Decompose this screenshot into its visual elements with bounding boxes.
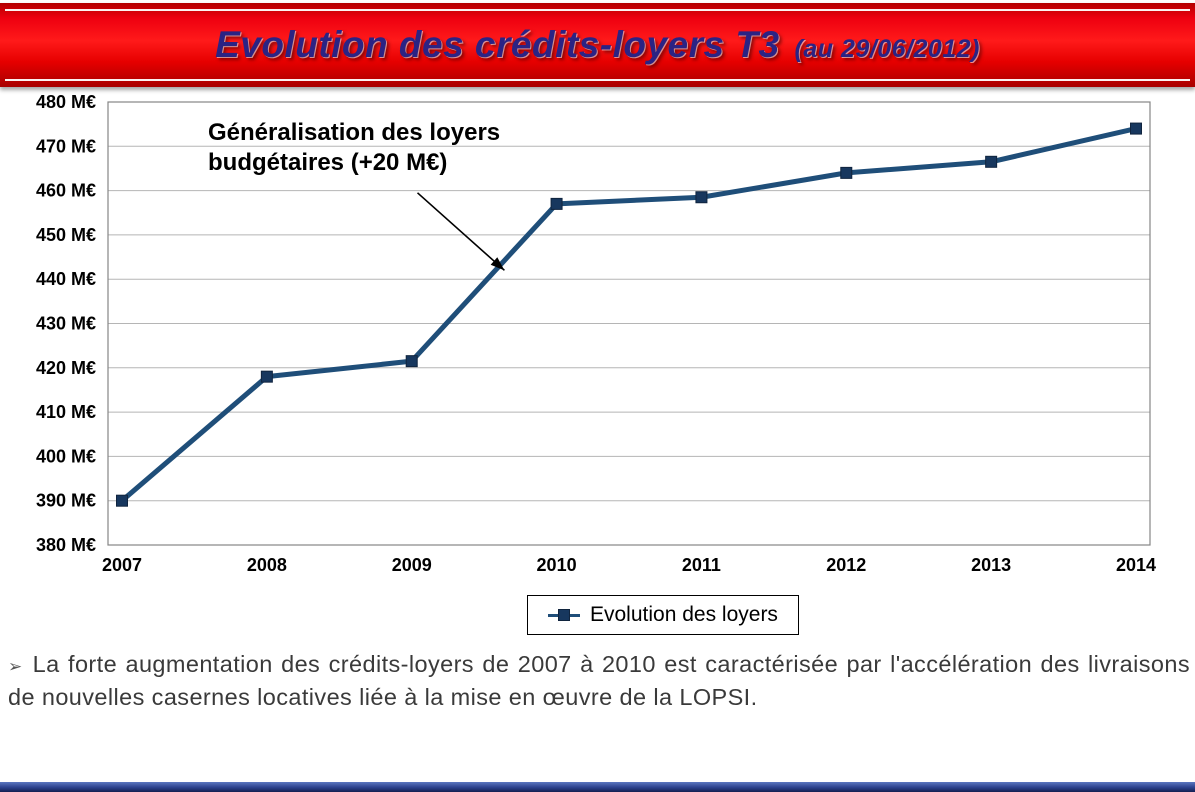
footer-text: La forte augmentation des crédits-loyers…	[8, 651, 1190, 710]
y-tick-label: 410 M€	[36, 402, 96, 422]
data-point-marker	[985, 155, 998, 168]
data-point-marker	[695, 191, 708, 204]
bullet-arrow-icon: ➢	[8, 657, 23, 676]
x-tick-label: 2014	[1116, 555, 1156, 575]
title-banner: Evolution des crédits-loyers T3 (au 29/0…	[0, 3, 1195, 87]
y-tick-label: 420 M€	[36, 358, 96, 378]
chart-canvas: 380 M€ 390 M€ 400 M€ 410 M€ 420 M€ 430 M€ 440 …	[36, 92, 1156, 575]
y-tick-label: 460 M€	[36, 181, 96, 201]
series-line	[120, 126, 1137, 503]
y-tick-label: 400 M€	[36, 446, 96, 466]
legend-label: Evolution des loyers	[590, 603, 778, 626]
data-point-marker	[405, 355, 418, 368]
chart-annotation: Généralisation des loyers budgétaires (+…	[208, 118, 500, 178]
data-point-marker	[840, 166, 853, 179]
x-tick-label: 2007	[102, 555, 142, 575]
x-tick-label: 2011	[682, 555, 721, 575]
annotation-line1: Généralisation des loyers	[208, 119, 501, 146]
bottom-blue-bar	[0, 782, 1195, 792]
x-tick-label: 2013	[971, 555, 1011, 575]
line-chart: 380 M€ 390 M€ 400 M€ 410 M€ 420 M€ 430 M€ 440 …	[0, 90, 1195, 590]
footer-paragraph: ➢ La forte augmentation des crédits-loyer…	[8, 648, 1190, 714]
y-tick-label: 480 M€	[36, 92, 96, 112]
chart-legend: Evolution des loyers	[527, 595, 799, 635]
x-tick-label: 2010	[537, 555, 577, 575]
plot-border	[107, 101, 1151, 546]
y-tick-label: 430 M€	[36, 314, 96, 334]
y-tick-label: 440 M€	[36, 269, 96, 289]
y-tick-label: 450 M€	[36, 225, 96, 245]
y-tick-label: 380 M€	[36, 535, 96, 555]
data-point-marker	[116, 494, 128, 507]
y-tick-label: 390 M€	[36, 491, 96, 511]
page-title-main: Evolution des crédits-loyers T3	[215, 24, 780, 65]
annotation-arrow-head	[490, 257, 505, 271]
data-point-marker	[550, 197, 563, 210]
legend-marker-icon	[548, 609, 580, 621]
page-title-date: (au 29/06/2012)	[794, 35, 980, 63]
data-point-marker	[260, 370, 273, 383]
x-tick-label: 2008	[247, 555, 287, 575]
annotation-arrow-line	[416, 192, 505, 271]
x-tick-label: 2009	[392, 555, 432, 575]
data-point-marker	[1130, 122, 1142, 135]
x-tick-label: 2012	[826, 555, 866, 575]
page-title: Evolution des crédits-loyers T3 (au 29/0…	[215, 24, 980, 66]
annotation-line2: budgétaires (+20 M€)	[208, 149, 448, 176]
y-tick-label: 470 M€	[36, 136, 96, 156]
